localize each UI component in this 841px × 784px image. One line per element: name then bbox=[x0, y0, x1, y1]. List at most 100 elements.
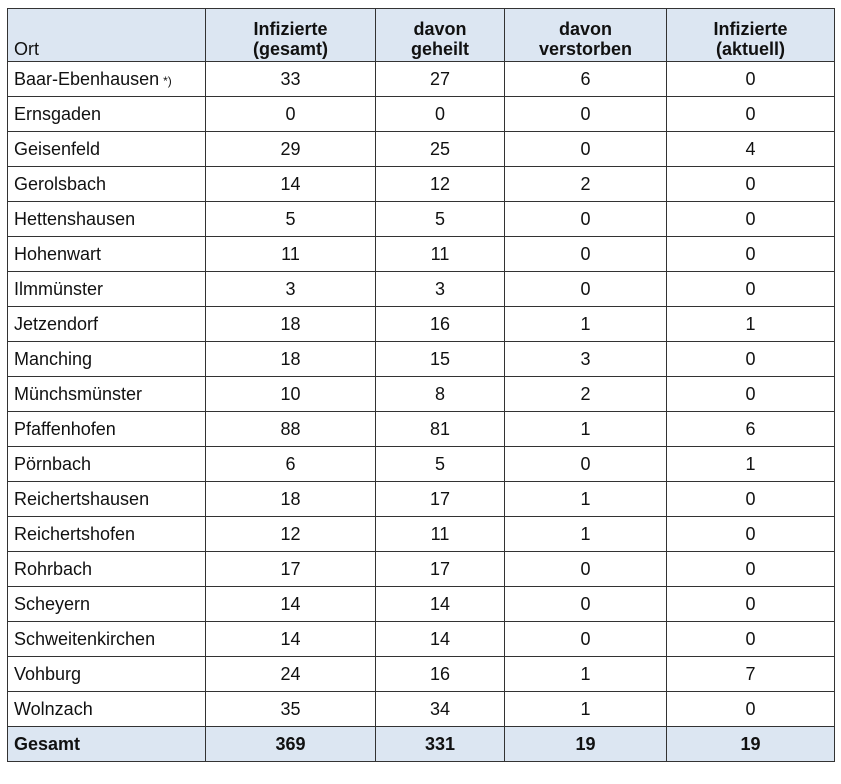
cell-geheilt: 331 bbox=[375, 726, 505, 762]
cell-aktuell: 0 bbox=[666, 96, 835, 132]
ort-name: Schweitenkirchen bbox=[14, 628, 156, 649]
header-line: Infizierte bbox=[253, 19, 328, 39]
cell-ort: Pfaffenhofen bbox=[7, 411, 206, 447]
cell-ort: Ilmmünster bbox=[7, 271, 206, 307]
cell-ort: Baar-Ebenhausen *) bbox=[7, 61, 206, 97]
table-row: Reichertshausen 18 17 1 0 bbox=[7, 481, 835, 517]
cell-geheilt: 17 bbox=[375, 481, 505, 517]
header-geheilt: davon geheilt bbox=[375, 8, 505, 62]
ort-name: Ernsgaden bbox=[14, 103, 102, 124]
cell-ort: Schweitenkirchen bbox=[7, 621, 206, 657]
header-infizierte-aktuell: Infizierte (aktuell) bbox=[666, 8, 835, 62]
table-row: Hohenwart 11 11 0 0 bbox=[7, 236, 835, 272]
header-line: davon bbox=[558, 19, 612, 39]
cell-verstorben: 6 bbox=[504, 61, 667, 97]
cell-gesamt: 11 bbox=[205, 236, 376, 272]
cell-aktuell: 19 bbox=[666, 726, 835, 762]
cell-gesamt: 3 bbox=[205, 271, 376, 307]
cell-geheilt: 25 bbox=[375, 131, 505, 167]
cell-verstorben: 1 bbox=[504, 656, 667, 692]
cell-aktuell: 1 bbox=[666, 446, 835, 482]
table-row: Hettenshausen 5 5 0 0 bbox=[7, 201, 835, 237]
cell-ort: Pörnbach bbox=[7, 446, 206, 482]
table-row: Schweitenkirchen 14 14 0 0 bbox=[7, 621, 835, 657]
ort-name: Reichertshausen bbox=[14, 488, 150, 509]
cell-geheilt: 34 bbox=[375, 691, 505, 727]
header-verstorben: davon verstorben bbox=[504, 8, 667, 62]
cell-verstorben: 1 bbox=[504, 481, 667, 517]
cell-gesamt: 0 bbox=[205, 96, 376, 132]
cell-verstorben: 0 bbox=[504, 621, 667, 657]
table-row: Manching 18 15 3 0 bbox=[7, 341, 835, 377]
cell-ort: Wolnzach bbox=[7, 691, 206, 727]
cell-ort: Hohenwart bbox=[7, 236, 206, 272]
header-ort: Ort bbox=[7, 8, 206, 62]
cell-aktuell: 0 bbox=[666, 166, 835, 202]
cell-aktuell: 0 bbox=[666, 586, 835, 622]
cell-aktuell: 0 bbox=[666, 271, 835, 307]
header-line: Infizierte bbox=[713, 19, 788, 39]
cell-aktuell: 0 bbox=[666, 236, 835, 272]
cell-aktuell: 4 bbox=[666, 131, 835, 167]
cell-verstorben: 0 bbox=[504, 201, 667, 237]
cell-verstorben: 3 bbox=[504, 341, 667, 377]
cell-aktuell: 0 bbox=[666, 621, 835, 657]
total-row: Gesamt 369 331 19 19 bbox=[7, 726, 835, 762]
table-row: Rohrbach 17 17 0 0 bbox=[7, 551, 835, 587]
cell-ort: Gesamt bbox=[7, 726, 206, 762]
ort-name: Hettenshausen bbox=[14, 208, 136, 229]
cell-verstorben: 0 bbox=[504, 236, 667, 272]
cell-gesamt: 12 bbox=[205, 516, 376, 552]
cell-geheilt: 14 bbox=[375, 586, 505, 622]
ort-name: Gerolsbach bbox=[14, 173, 107, 194]
ort-name: Baar-Ebenhausen bbox=[14, 68, 160, 89]
cell-ort: Reichertshofen bbox=[7, 516, 206, 552]
cell-verstorben: 1 bbox=[504, 691, 667, 727]
cell-aktuell: 0 bbox=[666, 201, 835, 237]
cell-geheilt: 5 bbox=[375, 446, 505, 482]
table-row: Pfaffenhofen 88 81 1 6 bbox=[7, 411, 835, 447]
ort-name: Vohburg bbox=[14, 663, 82, 684]
cell-aktuell: 0 bbox=[666, 376, 835, 412]
cell-gesamt: 18 bbox=[205, 341, 376, 377]
ort-name: Ilmmünster bbox=[14, 278, 104, 299]
cell-verstorben: 0 bbox=[504, 271, 667, 307]
cell-ort: Scheyern bbox=[7, 586, 206, 622]
cell-geheilt: 16 bbox=[375, 306, 505, 342]
cell-ort: Ernsgaden bbox=[7, 96, 206, 132]
cell-gesamt: 10 bbox=[205, 376, 376, 412]
ort-name: Reichertshofen bbox=[14, 523, 136, 544]
cell-verstorben: 2 bbox=[504, 166, 667, 202]
header-line: geheilt bbox=[410, 39, 469, 59]
cell-ort: Manching bbox=[7, 341, 206, 377]
cell-gesamt: 88 bbox=[205, 411, 376, 447]
cell-aktuell: 0 bbox=[666, 481, 835, 517]
cell-ort: Geisenfeld bbox=[7, 131, 206, 167]
cell-verstorben: 2 bbox=[504, 376, 667, 412]
cell-geheilt: 16 bbox=[375, 656, 505, 692]
ort-name: Scheyern bbox=[14, 593, 91, 614]
table-row: Pörnbach 6 5 0 1 bbox=[7, 446, 835, 482]
footnote-marker: *) bbox=[163, 73, 172, 88]
cell-ort: Gerolsbach bbox=[7, 166, 206, 202]
header-line: (gesamt) bbox=[252, 39, 328, 59]
cell-verstorben: 0 bbox=[504, 446, 667, 482]
table-row: Münchsmünster 10 8 2 0 bbox=[7, 376, 835, 412]
cell-verstorben: 0 bbox=[504, 586, 667, 622]
cell-geheilt: 3 bbox=[375, 271, 505, 307]
cell-aktuell: 0 bbox=[666, 61, 835, 97]
cell-verstorben: 0 bbox=[504, 96, 667, 132]
header-row: Ort Infizierte (gesamt) davon geheilt davo… bbox=[7, 8, 835, 62]
cell-gesamt: 33 bbox=[205, 61, 376, 97]
cell-verstorben: 0 bbox=[504, 551, 667, 587]
cell-ort: Jetzendorf bbox=[7, 306, 206, 342]
cell-gesamt: 18 bbox=[205, 481, 376, 517]
cell-verstorben: 1 bbox=[504, 411, 667, 447]
ort-name: Münchsmünster bbox=[14, 383, 143, 404]
cell-gesamt: 6 bbox=[205, 446, 376, 482]
ort-name: Wolnzach bbox=[14, 698, 93, 719]
cell-aktuell: 6 bbox=[666, 411, 835, 447]
cell-geheilt: 11 bbox=[375, 236, 505, 272]
table-row: Baar-Ebenhausen *) 33 27 6 0 bbox=[7, 61, 835, 97]
table-row: Gerolsbach 14 12 2 0 bbox=[7, 166, 835, 202]
